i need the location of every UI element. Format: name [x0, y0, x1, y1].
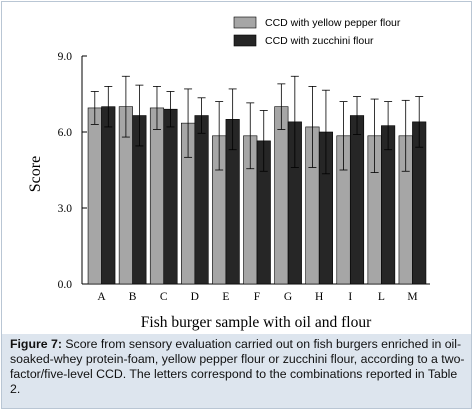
- error-bar-yellow-pepper-A: [90, 91, 99, 125]
- error-bar-yellow-pepper-E: [215, 101, 224, 171]
- bar-yellow-pepper-G: [274, 106, 289, 285]
- error-bar-yellow-pepper-L: [370, 98, 379, 173]
- x-axis-label: Fish burger sample with oil and flour: [141, 314, 372, 331]
- error-bar-yellow-pepper-C: [152, 86, 161, 130]
- legend-label-yellow-pepper: CCD with yellow pepper flour: [265, 17, 401, 29]
- error-bar-zucchini-B: [135, 84, 144, 147]
- error-bar-yellow-pepper-B: [121, 75, 130, 138]
- error-bar-yellow-pepper-H: [308, 86, 317, 168]
- error-bar-zucchini-G: [290, 75, 299, 168]
- error-bar-zucchini-C: [166, 91, 175, 128]
- error-bar-zucchini-A: [104, 86, 113, 128]
- legend-swatch-zucchini: [233, 34, 257, 47]
- error-bar-zucchini-F: [259, 110, 268, 172]
- error-bar-yellow-pepper-G: [277, 83, 286, 130]
- bar-yellow-pepper-A: [87, 107, 102, 285]
- error-bar-zucchini-H: [321, 89, 330, 175]
- bar-chart: 0.0 3.0 6.0 9.0 A B C D E F G H I L M Score Fish burg…: [27, 16, 430, 331]
- error-bar-zucchini-L: [384, 101, 393, 151]
- error-bar-zucchini-E: [228, 88, 237, 151]
- x-tick-label: B: [129, 291, 137, 303]
- bar-zucchini-A: [101, 106, 116, 285]
- x-tick-label: E: [222, 291, 229, 303]
- x-tick-label: F: [254, 291, 260, 303]
- bars: [87, 75, 427, 285]
- x-tick-label: A: [97, 291, 106, 303]
- x-tick-label: H: [315, 291, 323, 303]
- error-bar-zucchini-D: [197, 97, 206, 134]
- x-tick-label: L: [378, 291, 385, 303]
- error-bar-yellow-pepper-F: [246, 102, 255, 170]
- y-tick-label: 6.0: [58, 127, 73, 139]
- y-ticks: 0.0 3.0 6.0 9.0: [58, 51, 87, 291]
- y-tick-label: 9.0: [58, 51, 73, 63]
- caption-text: Score from sensory evaluation carried ou…: [10, 337, 465, 396]
- legend-swatch-yellow-pepper: [233, 16, 257, 29]
- legend: CCD with yellow pepper flour CCD with zu…: [233, 16, 401, 47]
- y-tick-label: 0.0: [58, 279, 73, 291]
- y-axis-label: Score: [27, 156, 44, 192]
- error-bar-yellow-pepper-M: [401, 99, 410, 172]
- bar-zucchini-C: [163, 108, 178, 285]
- x-tick-label: I: [348, 291, 352, 303]
- x-tick-label: G: [284, 291, 292, 303]
- bar-zucchini-I: [349, 115, 365, 285]
- error-bar-yellow-pepper-I: [339, 101, 348, 171]
- figure-caption: Figure 7: Score from sensory evaluation …: [10, 337, 465, 397]
- caption-label: Figure 7:: [10, 337, 62, 351]
- error-bar-yellow-pepper-D: [184, 88, 193, 158]
- error-bar-zucchini-I: [353, 96, 362, 135]
- bar-yellow-pepper-C: [149, 107, 165, 285]
- x-tick-label: M: [407, 291, 417, 303]
- x-tick-label: C: [160, 291, 168, 303]
- legend-label-zucchini: CCD with zucchini flour: [265, 35, 374, 47]
- x-tick-label: D: [191, 291, 199, 303]
- y-tick-label: 3.0: [58, 203, 73, 215]
- bar-zucchini-D: [194, 115, 209, 285]
- plot-panel: 0.0 3.0 6.0 9.0 A B C D E F G H I L M Score Fish burg…: [2, 2, 471, 334]
- error-bar-zucchini-M: [415, 96, 424, 148]
